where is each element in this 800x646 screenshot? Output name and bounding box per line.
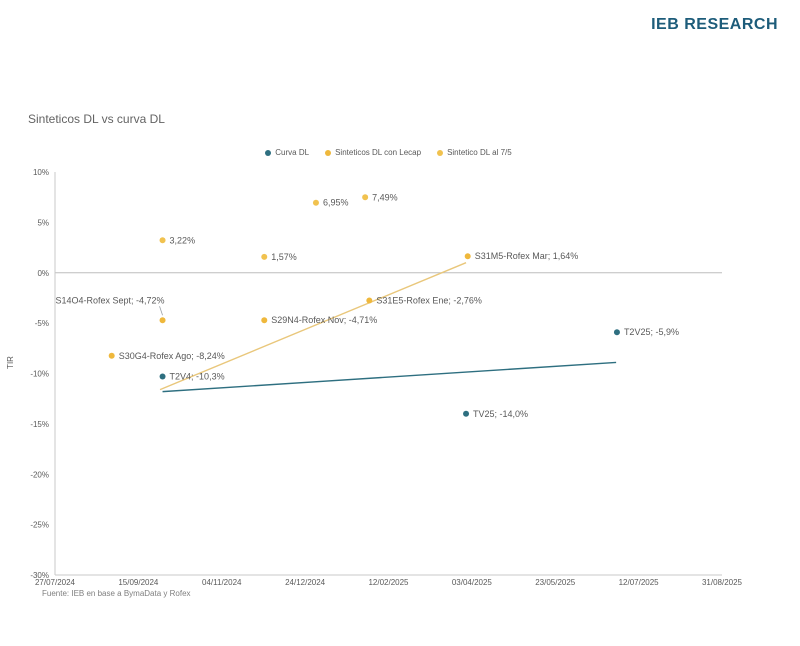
chart-title: Sinteticos DL vs curva DL bbox=[28, 112, 165, 126]
legend-dot-icon bbox=[437, 149, 444, 156]
y-tick-label: 10% bbox=[33, 168, 49, 177]
y-tick-label: -10% bbox=[30, 370, 49, 379]
data-point bbox=[362, 194, 369, 201]
data-point-label: S30G4-Rofex Ago; -8,24% bbox=[119, 351, 225, 361]
y-tick-label: 5% bbox=[37, 218, 49, 227]
brand-logo: IEB RESEARCH bbox=[651, 16, 778, 33]
data-point bbox=[261, 253, 268, 260]
y-tick-label: -20% bbox=[30, 470, 49, 479]
data-point-label: S29N4-Rofex Nov; -4,71% bbox=[271, 315, 377, 325]
data-point bbox=[159, 237, 166, 244]
chart-legend: Curva DL Sinteticos DL con Lecap Sintetico… bbox=[55, 148, 722, 157]
legend-dot-icon bbox=[265, 149, 272, 156]
data-point bbox=[261, 317, 268, 324]
data-point bbox=[312, 199, 319, 206]
y-tick-label: -5% bbox=[35, 319, 49, 328]
x-tick-label: 12/02/2025 bbox=[368, 578, 409, 587]
data-point-label: TV25; -14,0% bbox=[473, 409, 528, 419]
x-tick-label: 23/05/2025 bbox=[535, 578, 576, 587]
x-tick-label: 27/07/2024 bbox=[35, 578, 76, 587]
data-point-label: S31M5-Rofex Mar; 1,64% bbox=[475, 251, 579, 261]
data-point bbox=[108, 352, 115, 359]
data-point-label: 7,49% bbox=[372, 192, 398, 202]
trend-line bbox=[162, 361, 617, 393]
legend-dot-icon bbox=[325, 149, 332, 156]
data-point bbox=[613, 329, 620, 336]
legend-item: Curva DL bbox=[265, 148, 309, 157]
data-point-label: 3,22% bbox=[170, 235, 196, 245]
legend-label: Sinteticos DL con Lecap bbox=[335, 148, 422, 157]
data-point-label: 6,95% bbox=[323, 198, 349, 208]
y-tick-label: -25% bbox=[30, 521, 49, 530]
legend-label: Sintetico DL al 7/5 bbox=[447, 148, 512, 157]
x-tick-label: 04/11/2024 bbox=[202, 578, 242, 587]
source-note: Fuente: IEB en base a BymaData y Rofex bbox=[42, 589, 191, 598]
data-point bbox=[366, 297, 373, 304]
y-axis-title: TIR bbox=[5, 356, 15, 369]
y-tick-label: 0% bbox=[37, 269, 49, 278]
x-tick-label: 15/09/2024 bbox=[118, 578, 159, 587]
legend-label: Curva DL bbox=[275, 148, 310, 157]
data-point bbox=[159, 373, 166, 380]
data-point bbox=[159, 317, 166, 324]
data-point bbox=[463, 410, 470, 417]
y-tick-label: -15% bbox=[30, 420, 49, 429]
data-point bbox=[464, 253, 471, 260]
callout-leader-line bbox=[159, 306, 163, 316]
data-point-label: S31E5-Rofex Ene; -2,76% bbox=[376, 296, 482, 306]
x-tick-label: 12/07/2025 bbox=[619, 578, 660, 587]
data-point-label: 1,57% bbox=[271, 252, 297, 262]
data-point-label: S14O4-Rofex Sept; -4,72% bbox=[55, 295, 164, 305]
data-point-label: T2V4; -10,3% bbox=[170, 372, 225, 382]
trend-line bbox=[159, 262, 467, 391]
data-point-label: T2V25; -5,9% bbox=[624, 327, 679, 337]
legend-item: Sinteticos DL con Lecap bbox=[325, 148, 421, 157]
legend-item: Sintetico DL al 7/5 bbox=[437, 148, 512, 157]
x-tick-label: 31/08/2025 bbox=[702, 578, 743, 587]
y-tick-label: -30% bbox=[30, 571, 49, 580]
x-tick-label: 24/12/2024 bbox=[285, 578, 326, 587]
x-tick-label: 03/04/2025 bbox=[452, 578, 493, 587]
